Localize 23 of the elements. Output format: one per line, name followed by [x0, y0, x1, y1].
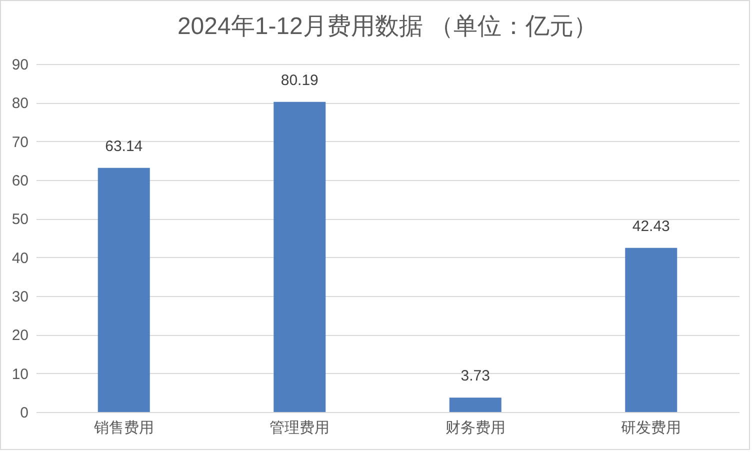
data-label: 63.14 — [105, 138, 143, 155]
bar — [625, 248, 678, 412]
y-tick-label: 20 — [12, 327, 28, 344]
chart-title: 2024年1-12月费用数据 （单位：亿元） — [177, 13, 598, 40]
y-tick-label: 90 — [12, 56, 28, 74]
x-tick-label: 销售费用 — [92, 420, 154, 436]
bar — [98, 168, 150, 412]
data-label: 3.73 — [460, 368, 490, 385]
x-tick-label: 财务费用 — [445, 420, 506, 436]
bar — [274, 102, 326, 412]
y-tick-label: 80 — [12, 95, 28, 112]
x-tick-label: 研发费用 — [621, 420, 682, 436]
y-tick-label: 50 — [12, 211, 28, 228]
x-tick-label: 管理费用 — [270, 420, 330, 436]
y-tick-label: 60 — [12, 172, 28, 190]
y-tick-label: 10 — [12, 366, 28, 383]
data-label: 42.43 — [632, 218, 670, 235]
y-tick-label: 70 — [12, 134, 28, 151]
bar — [449, 398, 502, 412]
data-label: 80.19 — [280, 72, 318, 89]
y-tick-label: 40 — [12, 250, 28, 267]
y-tick-label: 0 — [20, 404, 28, 422]
y-tick-label: 30 — [12, 288, 28, 306]
